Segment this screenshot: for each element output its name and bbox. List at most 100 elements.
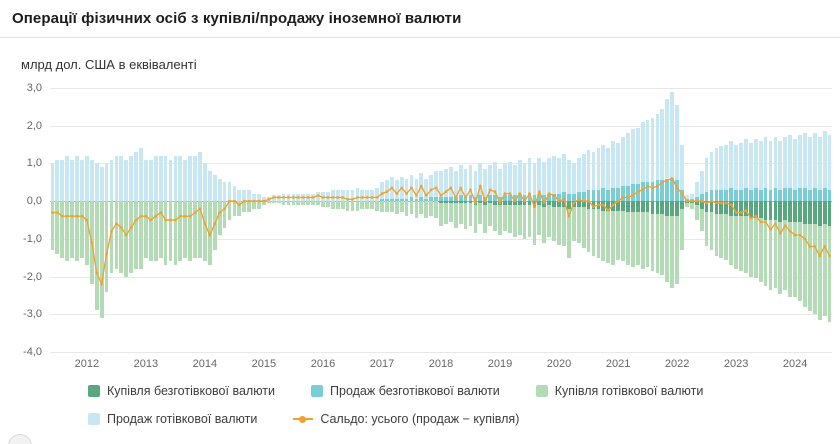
bar-segment-sell-noncash[interactable] bbox=[788, 187, 793, 202]
bar-segment-sell-noncash[interactable] bbox=[503, 195, 507, 202]
bar-segment-buy-cash[interactable] bbox=[734, 216, 738, 270]
bar-segment-sell-noncash[interactable] bbox=[675, 180, 679, 202]
bar-segment-buy-cash[interactable] bbox=[822, 223, 827, 317]
legend-item-3[interactable]: Купівля готівкової валюти bbox=[535, 384, 703, 398]
bar-segment-buy-cash[interactable] bbox=[375, 201, 379, 211]
bar-segment-buy-noncash[interactable] bbox=[807, 201, 812, 224]
bar-segment-buy-cash[interactable] bbox=[478, 203, 483, 224]
bar-segment-sell-cash[interactable] bbox=[714, 148, 719, 190]
bar-segment-sell-noncash[interactable] bbox=[512, 195, 517, 202]
bar-segment-buy-cash[interactable] bbox=[306, 201, 311, 205]
bar-segment-sell-noncash[interactable] bbox=[507, 195, 512, 202]
bar-segment-sell-cash[interactable] bbox=[650, 118, 655, 183]
bar-segment-sell-cash[interactable] bbox=[257, 193, 261, 202]
bar-segment-sell-cash[interactable] bbox=[591, 152, 596, 190]
bar-segment-sell-cash[interactable] bbox=[827, 135, 832, 190]
bar-segment-buy-noncash[interactable] bbox=[748, 201, 753, 219]
bar-segment-buy-cash[interactable] bbox=[532, 206, 537, 245]
bar-segment-buy-cash[interactable] bbox=[542, 206, 547, 243]
bar-segment-sell-cash[interactable] bbox=[630, 129, 635, 185]
bar-segment-sell-cash[interactable] bbox=[99, 167, 104, 202]
bar-segment-sell-noncash[interactable] bbox=[748, 189, 753, 202]
bar-segment-buy-noncash[interactable] bbox=[822, 201, 827, 224]
bar-segment-sell-noncash[interactable] bbox=[655, 180, 660, 202]
bar-segment-sell-cash[interactable] bbox=[571, 163, 576, 194]
bar-segment-buy-cash[interactable] bbox=[758, 218, 763, 283]
bar-segment-sell-cash[interactable] bbox=[596, 148, 601, 190]
bar-segment-buy-noncash[interactable] bbox=[532, 201, 537, 207]
bar-segment-buy-cash[interactable] bbox=[207, 201, 212, 266]
bar-segment-buy-cash[interactable] bbox=[316, 201, 320, 205]
bar-segment-sell-cash[interactable] bbox=[773, 137, 778, 188]
bar-segment-buy-cash[interactable] bbox=[104, 201, 109, 292]
bar-segment-buy-cash[interactable] bbox=[552, 206, 556, 241]
bar-segment-buy-cash[interactable] bbox=[783, 220, 788, 290]
bar-segment-sell-cash[interactable] bbox=[542, 161, 547, 196]
bar-segment-sell-noncash[interactable] bbox=[670, 178, 675, 202]
bar-segment-sell-cash[interactable] bbox=[498, 169, 502, 198]
bar-segment-buy-cash[interactable] bbox=[144, 201, 148, 258]
bar-segment-sell-noncash[interactable] bbox=[807, 189, 812, 202]
bar-segment-buy-cash[interactable] bbox=[99, 201, 104, 319]
bar-segment-sell-cash[interactable] bbox=[640, 121, 645, 183]
bar-segment-sell-cash[interactable] bbox=[252, 193, 256, 202]
bar-segment-sell-cash[interactable] bbox=[655, 114, 660, 181]
bar-segment-buy-cash[interactable] bbox=[719, 214, 724, 258]
bar-segment-buy-cash[interactable] bbox=[335, 201, 340, 209]
bar-segment-sell-cash[interactable] bbox=[55, 159, 60, 202]
bar-segment-sell-cash[interactable] bbox=[409, 174, 414, 198]
bar-segment-sell-cash[interactable] bbox=[65, 155, 70, 202]
bar-segment-buy-cash[interactable] bbox=[748, 218, 753, 277]
bar-segment-buy-noncash[interactable] bbox=[493, 201, 497, 205]
bar-segment-buy-cash[interactable] bbox=[311, 201, 315, 205]
bar-segment-sell-cash[interactable] bbox=[242, 189, 247, 202]
bar-segment-sell-noncash[interactable] bbox=[616, 187, 620, 202]
bar-segment-sell-cash[interactable] bbox=[822, 131, 827, 188]
bar-segment-sell-cash[interactable] bbox=[448, 167, 453, 198]
bar-segment-buy-cash[interactable] bbox=[129, 201, 134, 273]
bar-segment-sell-noncash[interactable] bbox=[660, 180, 665, 202]
bar-segment-sell-cash[interactable] bbox=[606, 148, 611, 190]
bar-segment-buy-cash[interactable] bbox=[488, 203, 493, 226]
bar-segment-sell-cash[interactable] bbox=[685, 195, 689, 200]
bar-segment-buy-cash[interactable] bbox=[158, 201, 163, 258]
bar-segment-buy-cash[interactable] bbox=[753, 218, 758, 279]
bar-segment-buy-noncash[interactable] bbox=[729, 201, 734, 217]
bar-segment-buy-noncash[interactable] bbox=[547, 201, 552, 205]
bar-segment-buy-cash[interactable] bbox=[793, 221, 797, 298]
bar-segment-sell-cash[interactable] bbox=[503, 163, 507, 196]
bar-segment-buy-cash[interactable] bbox=[163, 201, 168, 266]
bar-segment-buy-noncash[interactable] bbox=[778, 201, 783, 222]
bar-segment-buy-cash[interactable] bbox=[768, 220, 773, 290]
bar-segment-buy-cash[interactable] bbox=[685, 203, 689, 207]
bar-segment-buy-cash[interactable] bbox=[611, 210, 616, 266]
bar-segment-sell-cash[interactable] bbox=[616, 142, 620, 188]
bar-segment-buy-cash[interactable] bbox=[616, 210, 620, 260]
bar-segment-sell-noncash[interactable] bbox=[778, 189, 783, 202]
bar-segment-buy-cash[interactable] bbox=[630, 212, 635, 268]
bar-segment-buy-noncash[interactable] bbox=[635, 201, 640, 213]
bar-segment-sell-noncash[interactable] bbox=[611, 187, 616, 202]
bar-segment-buy-cash[interactable] bbox=[655, 214, 660, 273]
bar-segment-buy-cash[interactable] bbox=[827, 225, 832, 322]
bar-segment-sell-cash[interactable] bbox=[114, 155, 119, 202]
bar-segment-sell-cash[interactable] bbox=[375, 187, 379, 202]
bar-segment-sell-noncash[interactable] bbox=[812, 187, 817, 202]
bar-segment-buy-cash[interactable] bbox=[380, 201, 384, 213]
bar-segment-buy-cash[interactable] bbox=[744, 216, 748, 273]
bar-segment-sell-cash[interactable] bbox=[473, 170, 478, 198]
bar-segment-sell-cash[interactable] bbox=[183, 159, 188, 202]
bar-segment-sell-cash[interactable] bbox=[704, 157, 709, 192]
legend-item-2[interactable]: Продаж безготівкової валюти bbox=[311, 384, 500, 398]
bar-segment-buy-cash[interactable] bbox=[109, 201, 114, 273]
bar-segment-buy-cash[interactable] bbox=[330, 201, 335, 209]
bar-segment-sell-noncash[interactable] bbox=[744, 187, 748, 202]
bar-segment-sell-cash[interactable] bbox=[75, 155, 79, 202]
bar-segment-sell-noncash[interactable] bbox=[714, 189, 719, 202]
bar-segment-buy-cash[interactable] bbox=[134, 201, 138, 269]
bar-segment-buy-cash[interactable] bbox=[212, 201, 217, 251]
bar-segment-buy-cash[interactable] bbox=[94, 201, 99, 311]
bar-segment-sell-cash[interactable] bbox=[153, 155, 158, 202]
bar-segment-buy-cash[interactable] bbox=[222, 201, 227, 228]
bar-segment-sell-cash[interactable] bbox=[724, 144, 729, 190]
